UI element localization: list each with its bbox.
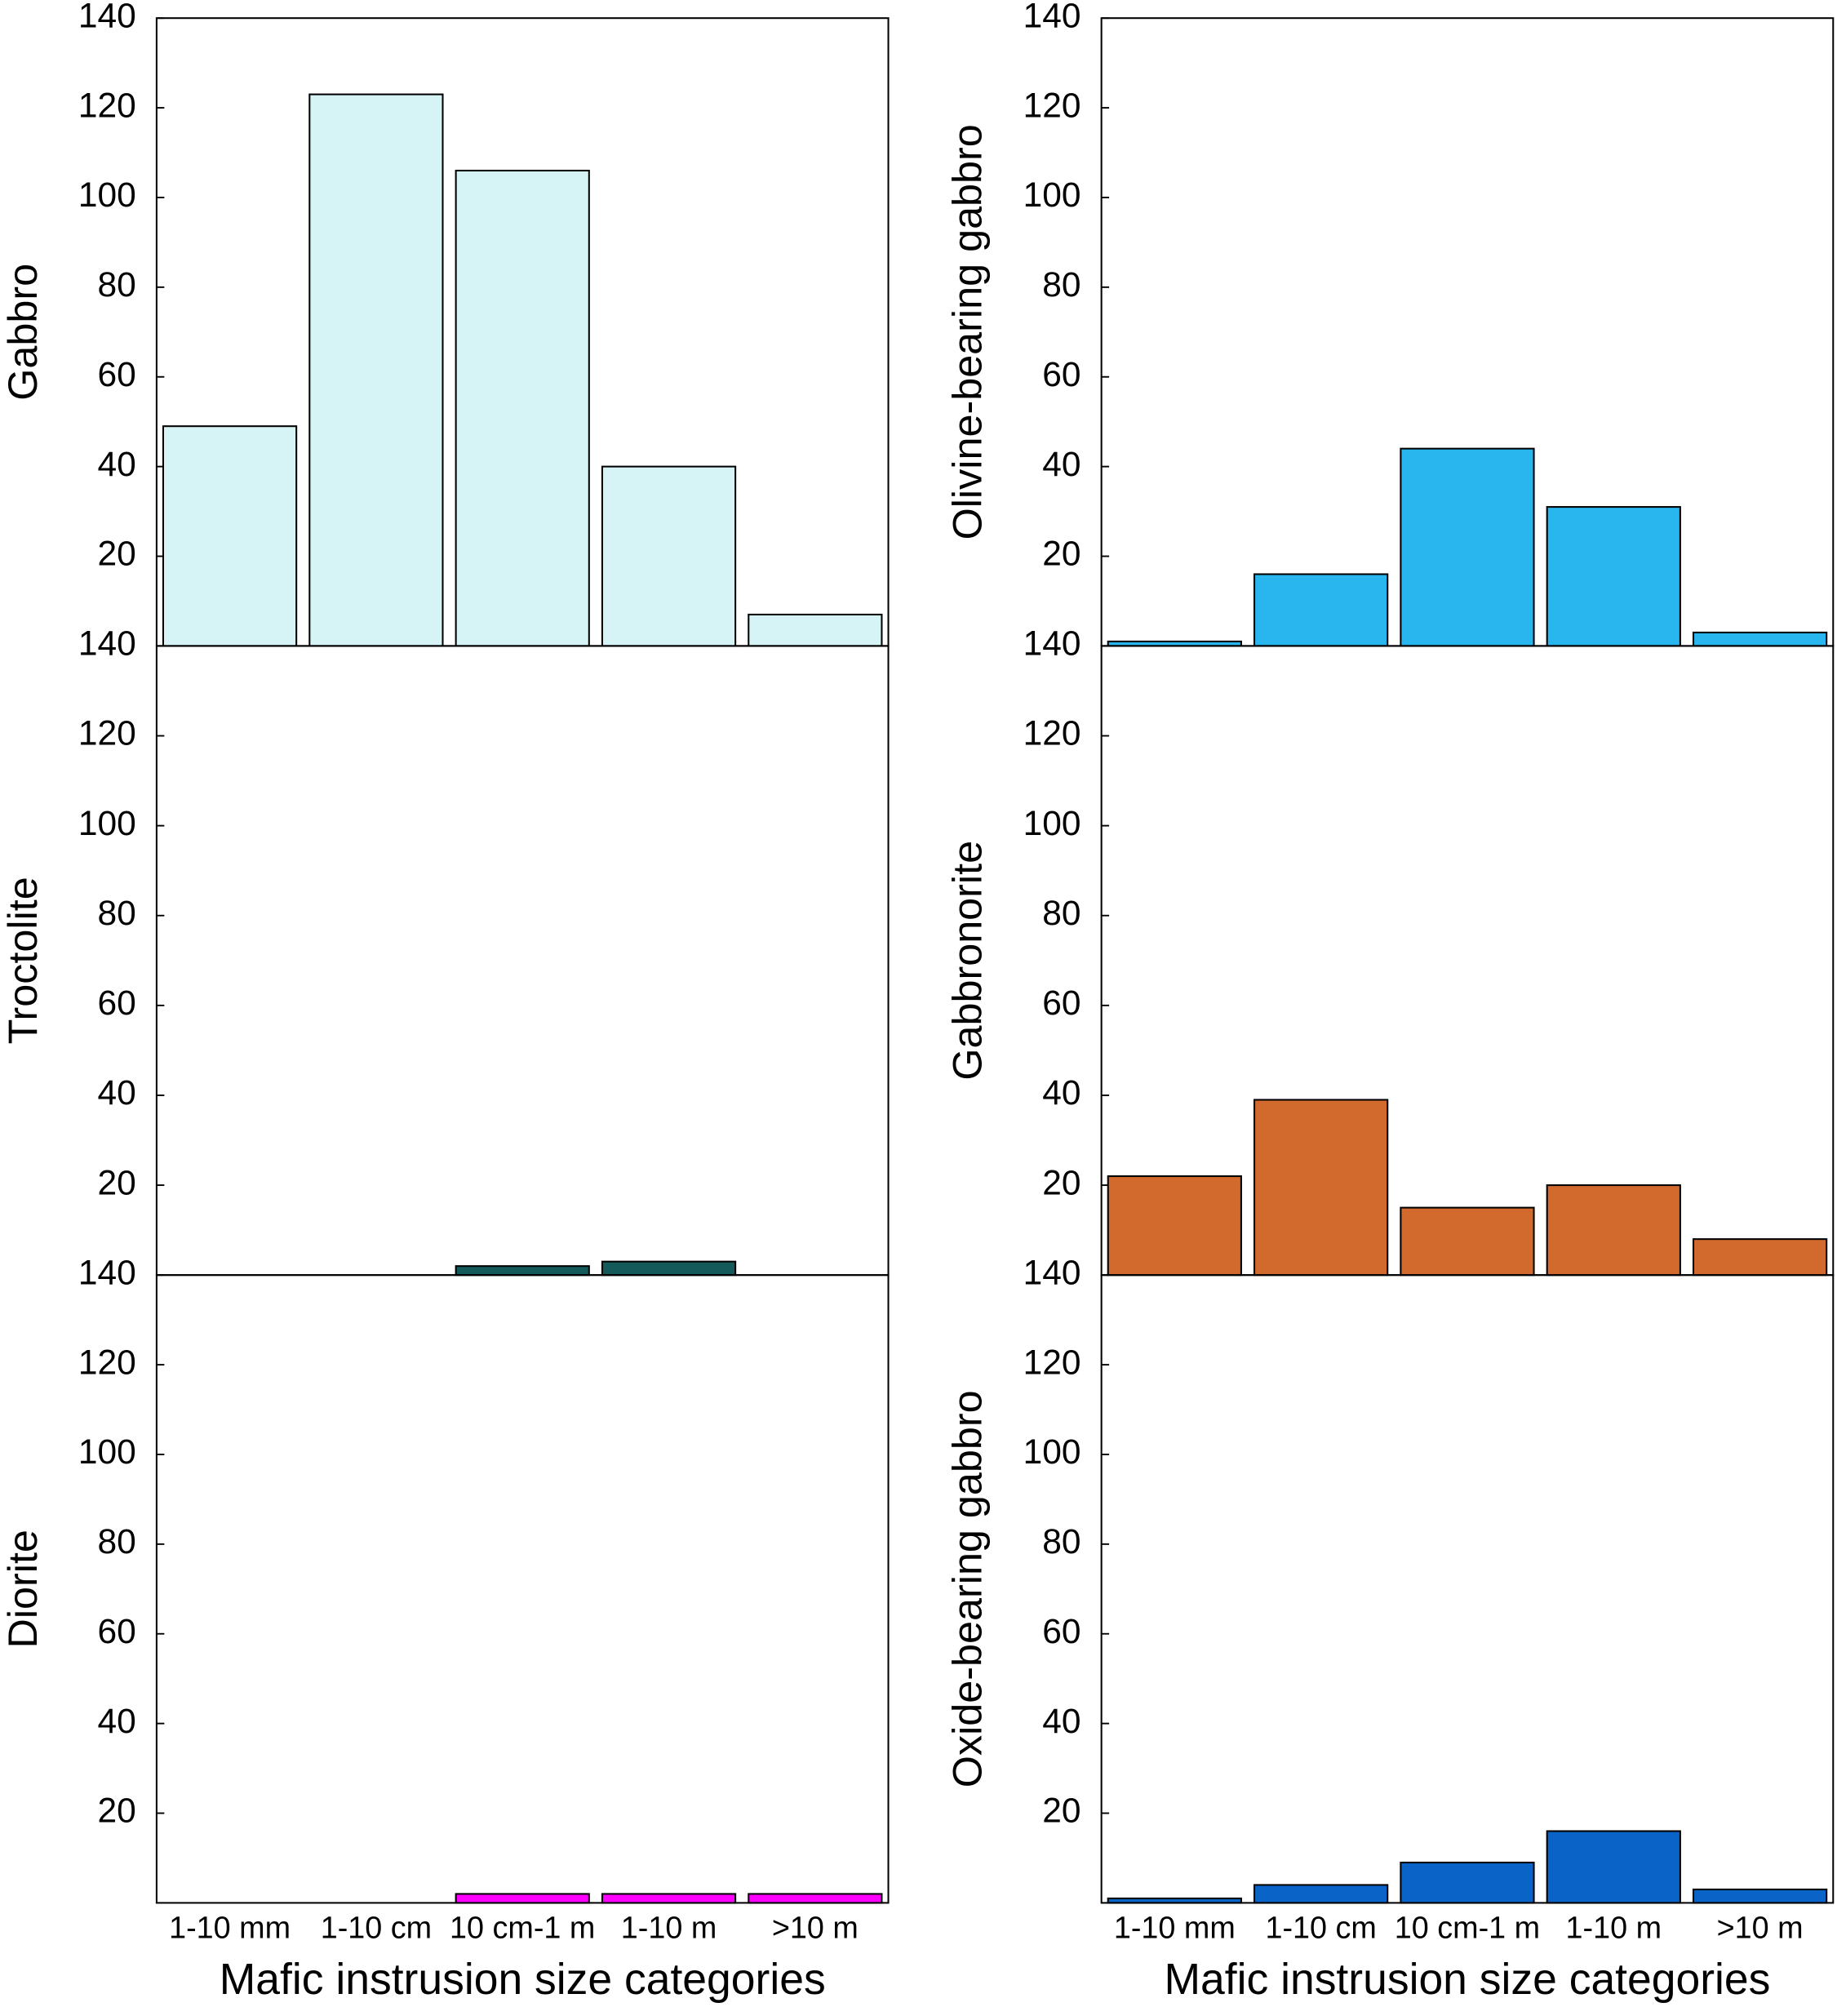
y-tick-label: 140 xyxy=(78,1253,136,1291)
x-tick-label: 1-10 mm xyxy=(1114,1910,1236,1944)
plot-frame xyxy=(1100,1274,1835,1904)
y-tick-label: 60 xyxy=(1042,984,1080,1022)
y-tick-label: 40 xyxy=(1042,1073,1080,1112)
y-tick-label: 60 xyxy=(1042,355,1080,393)
y-axis-label: Diorite xyxy=(0,1530,46,1648)
x-tick-label: 1-10 cm xyxy=(1265,1910,1376,1944)
bar xyxy=(1254,573,1389,647)
y-tick-label: 100 xyxy=(78,1432,136,1471)
bar xyxy=(1693,1238,1828,1277)
y-tick-label: 80 xyxy=(97,1522,135,1561)
y-tick-label: 20 xyxy=(97,535,135,573)
bar xyxy=(1546,1184,1681,1277)
y-tick-label: 40 xyxy=(97,445,135,483)
x-axis-label: Mafic instrusion size categories xyxy=(1164,1956,1770,2004)
bar xyxy=(308,93,444,647)
y-tick-label: 40 xyxy=(97,1702,135,1740)
y-tick-label: 80 xyxy=(97,894,135,932)
y-tick-label: 120 xyxy=(1023,86,1081,124)
y-tick-label: 60 xyxy=(97,1612,135,1650)
bar xyxy=(1546,1830,1681,1904)
y-axis-label: Gabbronorite xyxy=(944,841,991,1081)
x-tick-label: >10 m xyxy=(1717,1910,1804,1944)
y-tick-label: 140 xyxy=(78,624,136,663)
bar xyxy=(601,465,737,647)
y-tick-label: 100 xyxy=(78,804,136,842)
y-tick-label: 140 xyxy=(1023,0,1081,34)
y-tick-label: 60 xyxy=(97,984,135,1022)
bar xyxy=(601,1260,737,1277)
y-tick-label: 40 xyxy=(97,1073,135,1112)
y-tick-label: 60 xyxy=(1042,1612,1080,1650)
x-tick-label: 10 cm-1 m xyxy=(450,1910,595,1944)
y-axis-label: Oxide-bearing gabbro xyxy=(944,1390,991,1787)
bar xyxy=(1107,1897,1242,1904)
bar xyxy=(162,425,298,647)
y-tick-label: 140 xyxy=(1023,624,1081,663)
y-tick-label: 100 xyxy=(1023,175,1081,214)
plot-frame xyxy=(155,645,890,1277)
y-tick-label: 100 xyxy=(1023,1432,1081,1471)
bar xyxy=(748,1893,883,1904)
bar xyxy=(1107,1175,1242,1277)
y-tick-label: 120 xyxy=(1023,714,1081,753)
y-tick-label: 40 xyxy=(1042,445,1080,483)
plot-frame xyxy=(155,1274,890,1904)
y-tick-label: 80 xyxy=(1042,1522,1080,1561)
y-tick-label: 80 xyxy=(1042,894,1080,932)
y-tick-label: 100 xyxy=(78,175,136,214)
y-tick-label: 20 xyxy=(1042,1163,1080,1201)
bar xyxy=(1400,1206,1535,1277)
x-tick-label: >10 m xyxy=(772,1910,859,1944)
bar xyxy=(1400,447,1535,647)
y-axis-label: Gabbro xyxy=(0,264,46,401)
bar xyxy=(455,169,590,647)
bar xyxy=(748,613,883,647)
x-axis-label: Mafic instrusion size categories xyxy=(220,1956,826,2004)
y-tick-label: 140 xyxy=(1023,1253,1081,1291)
y-tick-label: 60 xyxy=(97,355,135,393)
x-tick-label: 1-10 m xyxy=(1566,1910,1662,1944)
bar xyxy=(1546,506,1681,647)
bar xyxy=(601,1893,737,1904)
y-tick-label: 80 xyxy=(97,265,135,304)
y-tick-label: 120 xyxy=(78,86,136,124)
bar xyxy=(1400,1861,1535,1904)
y-tick-label: 80 xyxy=(1042,265,1080,304)
y-tick-label: 20 xyxy=(97,1163,135,1201)
bar xyxy=(455,1893,590,1904)
bar xyxy=(1254,1099,1389,1277)
y-axis-label: Olivine-bearing gabbro xyxy=(944,124,991,540)
bar xyxy=(455,1265,590,1277)
x-tick-label: 1-10 mm xyxy=(169,1910,291,1944)
y-tick-label: 120 xyxy=(78,1343,136,1381)
y-tick-label: 20 xyxy=(1042,535,1080,573)
y-tick-label: 20 xyxy=(1042,1792,1080,1830)
y-tick-label: 140 xyxy=(78,0,136,34)
bar xyxy=(1693,631,1828,647)
bar xyxy=(1254,1884,1389,1904)
y-tick-label: 40 xyxy=(1042,1702,1080,1740)
x-tick-label: 1-10 cm xyxy=(321,1910,432,1944)
y-tick-label: 120 xyxy=(1023,1343,1081,1381)
y-tick-label: 20 xyxy=(97,1792,135,1830)
y-tick-label: 100 xyxy=(1023,804,1081,842)
x-tick-label: 1-10 m xyxy=(621,1910,717,1944)
y-axis-label: Troctolite xyxy=(0,877,46,1044)
bar xyxy=(1693,1888,1828,1904)
x-tick-label: 10 cm-1 m xyxy=(1395,1910,1540,1944)
y-tick-label: 120 xyxy=(78,714,136,753)
